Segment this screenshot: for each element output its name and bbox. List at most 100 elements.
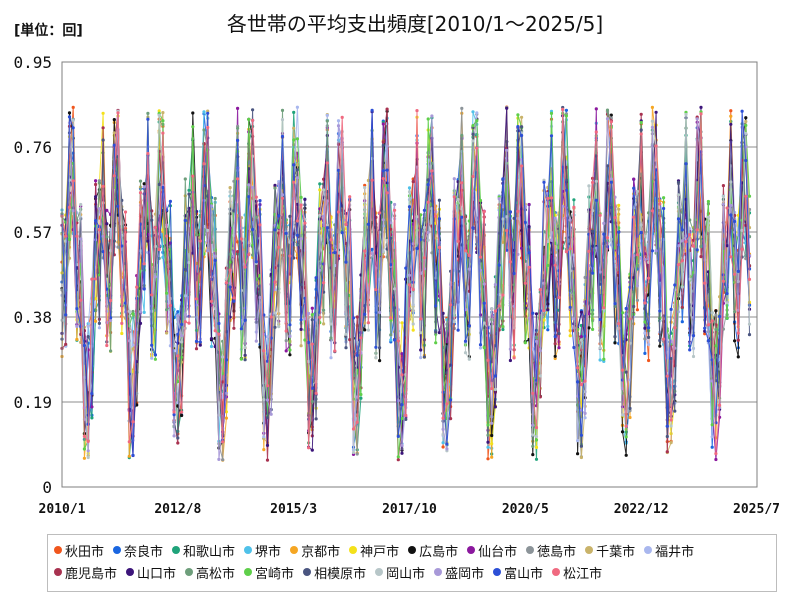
series-point — [602, 221, 606, 225]
series-point — [553, 356, 557, 361]
series-point — [243, 345, 247, 350]
series-point — [434, 236, 438, 240]
series-point — [744, 158, 748, 163]
series-point — [501, 327, 505, 332]
series-point — [280, 193, 285, 197]
series-point — [564, 108, 569, 112]
series-point — [747, 194, 752, 198]
legend-item: 徳島市 — [526, 542, 576, 560]
series-point — [508, 347, 512, 351]
series-point — [568, 218, 572, 222]
series-point — [407, 283, 412, 287]
series-point — [94, 319, 98, 323]
series-point — [452, 177, 456, 181]
series-point — [699, 112, 703, 116]
series-point — [307, 359, 311, 364]
series-point — [620, 368, 625, 372]
series-point — [736, 338, 740, 342]
series-point — [676, 293, 681, 297]
series-point — [336, 168, 341, 172]
series-point — [572, 198, 576, 202]
series-point — [572, 317, 576, 321]
series-point — [475, 146, 479, 150]
series-point — [67, 115, 72, 119]
series-point — [706, 339, 711, 343]
series-point — [691, 244, 696, 248]
series-point — [400, 352, 404, 356]
series-point — [605, 164, 610, 168]
series-point — [292, 180, 296, 184]
series-point — [538, 349, 542, 353]
series-point — [228, 190, 232, 194]
series-point — [191, 174, 195, 178]
series-point — [400, 451, 404, 455]
series-point — [419, 356, 423, 360]
series-point — [415, 215, 419, 219]
series-point — [449, 417, 453, 421]
series-point — [669, 357, 673, 361]
series-point — [546, 324, 550, 328]
series-point — [299, 203, 303, 207]
series-point — [665, 424, 669, 428]
series-point — [512, 216, 516, 220]
series-point — [744, 119, 748, 124]
series-point — [232, 296, 236, 300]
series-point — [647, 326, 651, 330]
series-point — [684, 162, 688, 166]
series-point — [183, 294, 187, 298]
series-point — [512, 356, 516, 360]
series-point — [97, 228, 101, 232]
legend-marker-icon — [493, 568, 502, 576]
series-point — [583, 379, 587, 383]
x-tick-label: 2012/8 — [154, 502, 201, 517]
series-point — [688, 233, 692, 237]
series-point — [639, 256, 643, 260]
series-point — [273, 311, 277, 315]
series-point — [415, 246, 419, 251]
series-point — [733, 310, 737, 314]
series-point — [82, 434, 86, 438]
series-point — [602, 232, 606, 236]
series-point — [430, 161, 434, 165]
series-point — [411, 180, 415, 184]
series-point — [82, 447, 86, 451]
series-point — [531, 311, 535, 315]
series-point — [639, 230, 643, 235]
series-point — [639, 128, 643, 132]
series-point — [493, 309, 497, 313]
series-point — [116, 245, 120, 249]
series-point — [280, 134, 285, 138]
series-point — [318, 188, 322, 192]
series-point — [67, 205, 72, 209]
series-point — [161, 185, 165, 190]
series-point — [609, 120, 613, 124]
series-point — [673, 283, 677, 287]
legend-label: 宮崎市 — [255, 566, 295, 582]
legend-marker-icon — [113, 546, 122, 554]
series-point — [520, 164, 524, 168]
series-point — [254, 260, 258, 264]
series-point — [370, 178, 374, 182]
x-tick-label: 2020/5 — [502, 502, 549, 517]
series-point — [669, 307, 673, 311]
series-point — [419, 317, 423, 321]
series-point — [475, 216, 479, 220]
series-point — [538, 374, 542, 378]
series-point — [639, 112, 643, 116]
series-point — [325, 119, 329, 123]
series-point — [553, 263, 557, 267]
legend-marker-icon — [54, 546, 62, 554]
series-point — [434, 330, 438, 334]
series-point — [691, 334, 696, 338]
series-point — [314, 417, 318, 421]
series-point — [131, 347, 135, 351]
series-point — [288, 334, 292, 339]
series-point — [441, 390, 445, 394]
series-point — [206, 109, 210, 113]
series-point — [617, 230, 621, 234]
series-point — [658, 309, 662, 313]
series-point — [426, 183, 430, 187]
legend-item: 和歌山市 — [172, 542, 235, 560]
series-point — [109, 249, 113, 253]
series-point — [157, 182, 161, 187]
